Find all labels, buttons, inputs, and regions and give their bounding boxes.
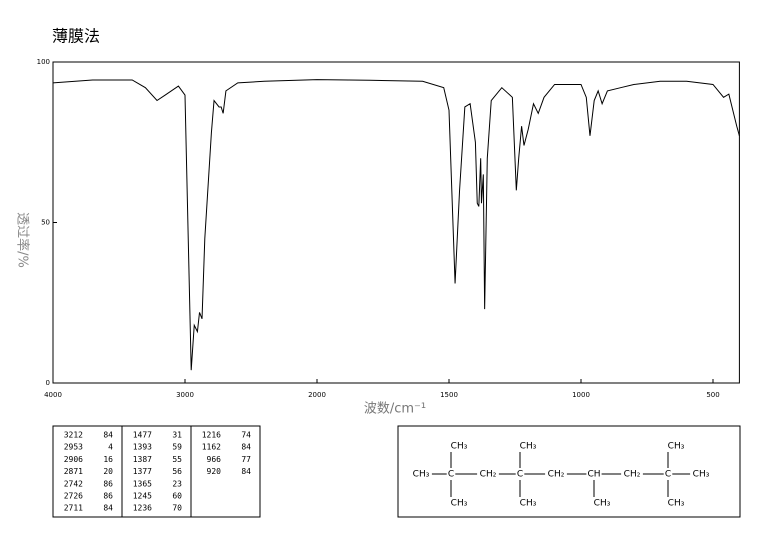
x-tick-label: 2000: [308, 391, 326, 399]
peak-transmittance: 77: [241, 455, 251, 464]
structure-group: CH₃: [594, 499, 611, 509]
peak-wavenumber: 1236: [133, 504, 152, 513]
x-tick-label: 500: [706, 391, 719, 399]
peak-transmittance: 86: [103, 479, 113, 488]
peak-wavenumber: 1393: [133, 443, 152, 452]
structure-group: CH₃: [693, 470, 710, 480]
structure-group: CH₃: [413, 470, 430, 480]
x-tick-label: 1500: [440, 391, 458, 399]
peak-transmittance: 31: [172, 431, 182, 440]
x-tick-label: 4000: [44, 391, 62, 399]
y-axis-label: 透过率/%: [15, 212, 31, 268]
structure-group: CH₂: [624, 470, 641, 480]
x-tick-label: 1000: [572, 391, 590, 399]
peak-wavenumber: 2871: [64, 467, 83, 476]
structure-group: C: [448, 470, 454, 480]
peak-transmittance: 56: [172, 467, 182, 476]
peak-wavenumber: 1477: [133, 431, 152, 440]
peak-transmittance: 59: [172, 443, 182, 452]
peak-transmittance: 16: [103, 455, 113, 464]
peak-transmittance: 4: [108, 443, 113, 452]
peak-transmittance: 84: [241, 467, 251, 476]
structure-group: CH₂: [480, 470, 497, 480]
peak-wavenumber: 1387: [133, 455, 152, 464]
peak-wavenumber: 1245: [133, 492, 152, 501]
y-tick-label: 50: [41, 219, 50, 227]
peak-transmittance: 20: [103, 467, 113, 476]
structure-group: CH₃: [668, 499, 685, 509]
structure-group: C: [665, 470, 671, 480]
y-tick-label: 100: [37, 58, 50, 66]
peak-wavenumber: 2726: [64, 492, 83, 501]
peak-table-box: [52, 425, 261, 518]
peak-wavenumber: 1365: [133, 479, 152, 488]
peak-transmittance: 84: [241, 443, 251, 452]
peak-transmittance: 86: [103, 492, 113, 501]
peak-transmittance: 84: [103, 504, 113, 513]
peak-wavenumber: 966: [207, 455, 222, 464]
peak-wavenumber: 2711: [64, 504, 83, 513]
title: 薄膜法: [52, 27, 100, 46]
peak-transmittance: 23: [172, 479, 182, 488]
structure-group: CH: [587, 470, 600, 480]
peak-transmittance: 55: [172, 455, 182, 464]
peak-wavenumber: 1377: [133, 467, 152, 476]
structure-group: CH₃: [451, 442, 468, 452]
peak-wavenumber: 920: [207, 467, 222, 476]
structure-box: [397, 425, 741, 518]
peak-wavenumber: 3212: [64, 431, 83, 440]
x-axis-label: 波数/cm⁻¹: [364, 402, 426, 417]
structure-group: CH₃: [451, 499, 468, 509]
plot-frame: [52, 61, 740, 384]
spectrum-line: [52, 79, 740, 371]
x-tick-label: 3000: [176, 391, 194, 399]
peak-wavenumber: 2953: [64, 443, 83, 452]
peak-transmittance: 70: [172, 504, 182, 513]
peak-transmittance: 74: [241, 431, 251, 440]
structure-group: CH₃: [668, 442, 685, 452]
peak-wavenumber: 2742: [64, 479, 83, 488]
peak-wavenumber: 2906: [64, 455, 83, 464]
peak-wavenumber: 1162: [202, 443, 221, 452]
peak-transmittance: 84: [103, 431, 113, 440]
peak-wavenumber: 1216: [202, 431, 221, 440]
structure-group: CH₂: [548, 470, 565, 480]
structure-group: CH₃: [520, 499, 537, 509]
y-tick-label: 0: [46, 379, 50, 387]
structure-group: C: [517, 470, 523, 480]
structure-group: CH₃: [520, 442, 537, 452]
peak-transmittance: 60: [172, 492, 182, 501]
